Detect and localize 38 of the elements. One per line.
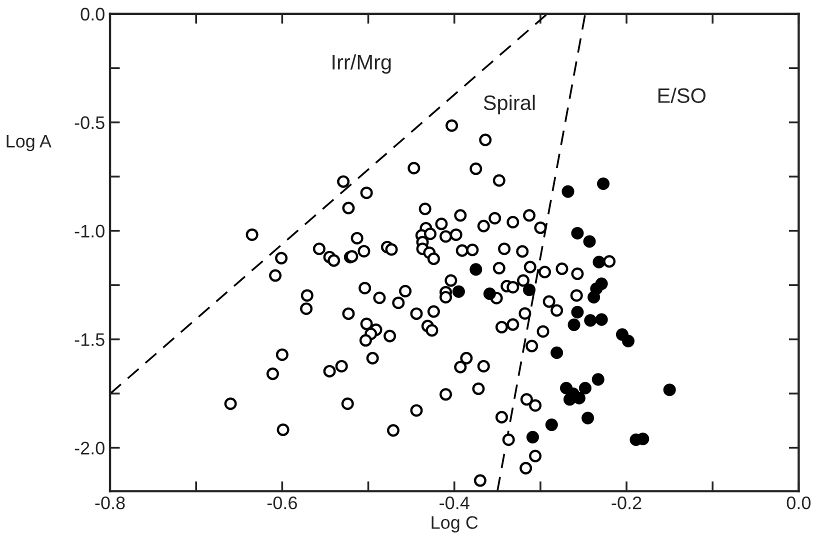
- x-tick-label: -0.8: [95, 496, 125, 510]
- y-axis-title: Log A: [6, 134, 52, 152]
- x-tick-label: 0.0: [786, 496, 811, 510]
- point: [562, 185, 574, 198]
- annotation: Irr/Mrg: [332, 54, 391, 74]
- point: [522, 284, 536, 296]
- point: [483, 287, 496, 300]
- point: [583, 235, 596, 248]
- point: [563, 393, 576, 406]
- point: [578, 382, 592, 394]
- point: [597, 177, 610, 190]
- point: [568, 318, 580, 332]
- point: [550, 346, 564, 360]
- annotation: E/SO: [658, 88, 706, 103]
- point: [470, 263, 482, 276]
- point: [571, 226, 584, 240]
- y-tick-label: -2.0: [74, 442, 104, 455]
- x-axis-title: Log C: [432, 516, 478, 532]
- y-tick-label: 0.0: [80, 8, 104, 21]
- point: [571, 306, 584, 318]
- point: [622, 334, 635, 348]
- point: [592, 373, 604, 386]
- point: [584, 314, 597, 327]
- x-tick-label: -0.4: [440, 496, 470, 510]
- annotation: Spiral: [484, 94, 535, 114]
- point: [582, 412, 594, 424]
- point: [452, 285, 465, 298]
- point: [588, 290, 600, 304]
- point: [595, 313, 608, 326]
- y-tick-label: -1.0: [74, 224, 104, 238]
- point: [526, 430, 539, 444]
- point: [545, 418, 558, 432]
- x-tick-label: -0.2: [612, 496, 642, 510]
- y-tick-label: -1.5: [74, 333, 104, 346]
- y-tick-label: -0.5: [74, 116, 104, 130]
- x-tick-label: -0.6: [267, 496, 297, 510]
- point: [663, 384, 676, 396]
- point: [592, 256, 606, 268]
